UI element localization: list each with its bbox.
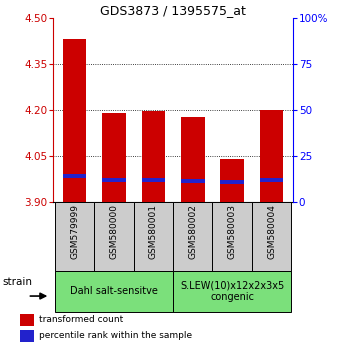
Bar (134, 202, 173, 271)
Text: GSM580002: GSM580002 (188, 204, 197, 259)
Text: Dahl salt-sensitve: Dahl salt-sensitve (70, 286, 158, 296)
Bar (260, 110, 283, 202)
Bar (181, 118, 205, 202)
Title: GDS3873 / 1395575_at: GDS3873 / 1395575_at (100, 4, 246, 17)
Bar (173, 202, 212, 271)
Text: GSM580003: GSM580003 (228, 204, 237, 259)
Bar (102, 113, 126, 202)
Text: GSM580004: GSM580004 (267, 204, 276, 259)
Text: transformed count: transformed count (39, 315, 123, 324)
Bar (212, 202, 252, 271)
Bar (55, 202, 94, 271)
Bar (220, 181, 244, 184)
Text: GSM580001: GSM580001 (149, 204, 158, 259)
Text: S.LEW(10)x12x2x3x5
congenic: S.LEW(10)x12x2x3x5 congenic (180, 280, 284, 302)
Text: strain: strain (3, 277, 33, 287)
Bar (20, 314, 34, 326)
Bar (142, 111, 165, 202)
Bar (94, 202, 134, 271)
Bar (260, 178, 283, 182)
Text: percentile rank within the sample: percentile rank within the sample (39, 331, 192, 340)
Bar (55, 271, 173, 312)
Bar (252, 202, 291, 271)
Text: GSM580000: GSM580000 (109, 204, 118, 259)
Bar (63, 174, 86, 178)
Text: GSM579999: GSM579999 (70, 204, 79, 259)
Bar (181, 179, 205, 183)
Bar (63, 39, 86, 202)
Bar (142, 178, 165, 182)
Bar (220, 159, 244, 202)
Bar (20, 330, 34, 342)
Bar (173, 271, 291, 312)
Bar (102, 178, 126, 182)
